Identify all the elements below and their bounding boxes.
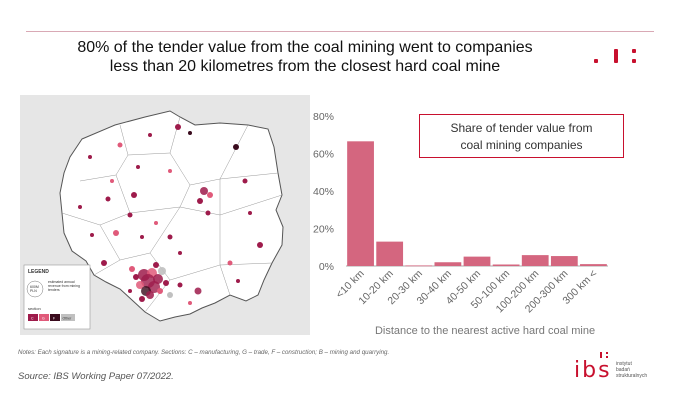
- dot-mark-3: [632, 49, 636, 53]
- legend-swatch-c: [28, 314, 38, 321]
- ibs-sub-line-2: badań: [616, 367, 630, 373]
- legend-swatch-other: [61, 314, 75, 321]
- ibs-logo-mark-2: [606, 352, 608, 354]
- dot-mark-4: [632, 59, 636, 63]
- chart-title-box: Share of tender value from coal mining c…: [419, 114, 624, 158]
- legend-section-other: Other: [63, 317, 73, 321]
- ibs-dots-mark: [590, 46, 640, 68]
- company-dots: [78, 124, 263, 305]
- legend-size-label-wrap: estimated annual revenue from mining ten…: [48, 280, 80, 292]
- y-tick-label: 40%: [313, 186, 334, 198]
- region-borders: [61, 116, 283, 313]
- legend-section-title: section: [28, 306, 41, 311]
- legend-section-f: F: [53, 317, 55, 321]
- ibs-logo-text: ibs: [574, 358, 612, 383]
- ibs-logo-subtitle: instytut badań strukturalnych: [616, 361, 656, 379]
- poland-outline: [59, 110, 284, 322]
- dot-mark-1: [594, 59, 598, 63]
- bar-4: [434, 262, 462, 266]
- bar-1: [347, 141, 374, 266]
- bar-2: [376, 241, 404, 266]
- bar-3: [405, 265, 433, 267]
- y-tick-label: 80%: [313, 111, 334, 123]
- title-line-1: 80% of the tender value from the coal mi…: [77, 39, 533, 56]
- ibs-logo: ibs instytut badań strukturalnych: [574, 352, 656, 384]
- bar-9: [580, 264, 607, 266]
- ibs-sub-line-3: strukturalnych: [616, 373, 648, 379]
- legend-value-top: 600M: [30, 285, 39, 289]
- footer-notes: Notes: Each signature is a mining-relate…: [18, 349, 390, 356]
- poland-map: LEGEND 600M PLN estimated annual revenue…: [20, 95, 310, 335]
- footer-source: Source: IBS Working Paper 07/2022.: [18, 371, 174, 382]
- legend-section-c: C: [31, 317, 34, 321]
- ibs-logo-mark-1: [600, 352, 602, 358]
- legend-title: LEGEND: [28, 269, 49, 275]
- chart-title: Share of tender value from coal mining c…: [450, 121, 593, 152]
- y-tick-label: 0%: [319, 261, 334, 273]
- title-line-2: less than 20 kilometres from the closest…: [109, 58, 501, 75]
- y-tick-label: 20%: [313, 224, 334, 236]
- y-tick-label: 60%: [313, 149, 334, 161]
- legend-swatch-f: [50, 314, 60, 321]
- ibs-sub-line-1: instytut: [616, 361, 632, 367]
- dot-mark-2: [614, 49, 618, 63]
- map-legend: LEGEND 600M PLN estimated annual revenue…: [23, 264, 91, 330]
- x-axis-label: Distance to the nearest active hard coal…: [375, 325, 595, 337]
- top-rule: [26, 31, 654, 32]
- bar-8: [550, 256, 578, 266]
- ibs-logo-mark-3: [606, 356, 608, 358]
- bar-6: [492, 264, 520, 266]
- page-title: 80% of the tender value from the coal mi…: [40, 38, 570, 76]
- bar-5: [463, 256, 491, 266]
- legend-swatch-g: [39, 314, 49, 321]
- legend-section-g: G: [42, 317, 45, 321]
- legend-size-label: estimated annual revenue from mining ten…: [48, 280, 80, 292]
- bar-7: [521, 255, 549, 266]
- legend-value-bottom: PLN: [30, 289, 37, 293]
